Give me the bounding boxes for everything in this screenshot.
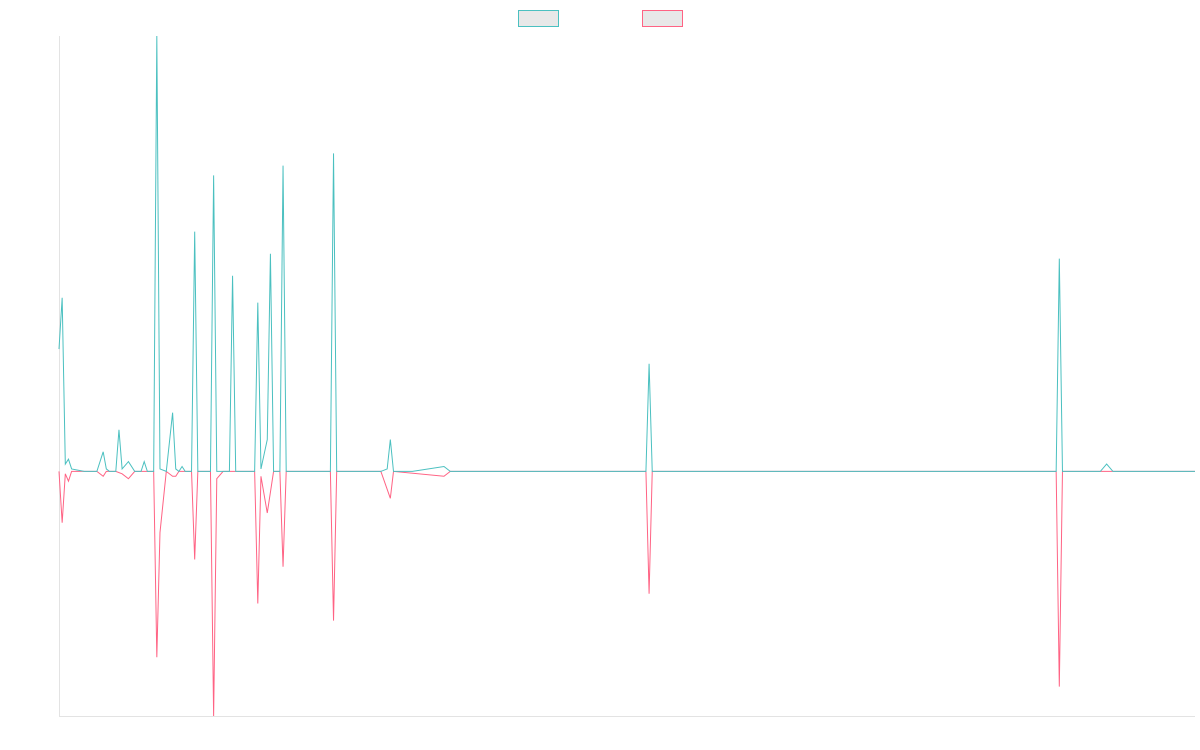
legend-swatch-1[interactable] — [518, 10, 559, 27]
series-line-1 — [58, 35, 1195, 473]
series-layer — [58, 35, 1195, 717]
legend — [518, 10, 683, 27]
legend-swatch-2[interactable] — [642, 10, 683, 27]
series-line-2 — [58, 470, 1195, 717]
